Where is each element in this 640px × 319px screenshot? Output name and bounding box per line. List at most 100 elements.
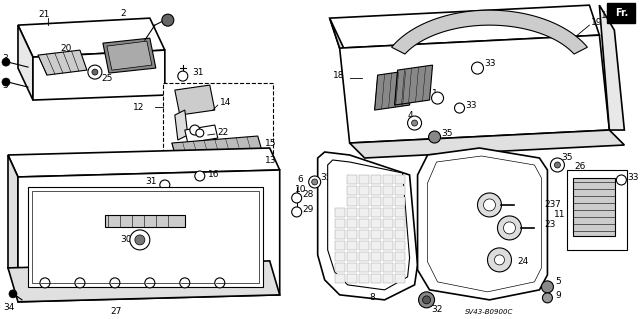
Circle shape — [145, 278, 155, 288]
Polygon shape — [8, 155, 18, 290]
Bar — [383, 274, 392, 283]
Polygon shape — [330, 18, 355, 80]
Bar — [383, 197, 392, 206]
Text: 2: 2 — [120, 9, 125, 18]
Polygon shape — [107, 41, 152, 70]
Bar — [371, 208, 381, 217]
Circle shape — [2, 78, 10, 86]
Text: 13: 13 — [265, 157, 276, 166]
Polygon shape — [428, 156, 541, 292]
Bar — [395, 208, 404, 217]
Circle shape — [196, 129, 204, 137]
Bar — [395, 274, 404, 283]
Bar — [347, 175, 356, 184]
Polygon shape — [417, 148, 547, 300]
Text: 14: 14 — [220, 98, 231, 107]
Text: 30: 30 — [120, 235, 131, 244]
Circle shape — [92, 69, 98, 75]
Text: 33: 33 — [465, 100, 477, 109]
Text: 19: 19 — [591, 18, 603, 27]
Text: 17: 17 — [602, 11, 613, 20]
Bar — [358, 230, 369, 239]
Circle shape — [308, 176, 321, 188]
Circle shape — [554, 162, 561, 168]
Bar — [395, 186, 404, 195]
Circle shape — [472, 62, 483, 74]
Bar — [347, 186, 356, 195]
Bar — [358, 208, 369, 217]
Circle shape — [190, 125, 200, 135]
Bar — [358, 186, 369, 195]
Polygon shape — [340, 35, 609, 143]
Text: 35: 35 — [561, 152, 573, 161]
Text: 31: 31 — [192, 68, 204, 77]
Circle shape — [429, 131, 440, 143]
Text: 8: 8 — [370, 293, 376, 302]
Bar — [358, 263, 369, 272]
Bar — [383, 219, 392, 228]
Circle shape — [431, 92, 444, 104]
Bar — [335, 208, 345, 217]
Bar — [395, 241, 404, 250]
Text: 1: 1 — [431, 89, 437, 98]
Circle shape — [483, 199, 495, 211]
Text: 16: 16 — [208, 170, 220, 180]
Bar — [347, 274, 356, 283]
Polygon shape — [8, 261, 280, 302]
Circle shape — [110, 278, 120, 288]
Circle shape — [550, 158, 564, 172]
Text: 11: 11 — [554, 211, 566, 219]
Bar — [383, 186, 392, 195]
Bar — [383, 241, 392, 250]
Polygon shape — [328, 160, 410, 290]
Bar — [358, 175, 369, 184]
Text: 12: 12 — [133, 102, 144, 112]
Bar — [347, 197, 356, 206]
Bar — [335, 230, 345, 239]
Bar — [371, 186, 381, 195]
Bar — [105, 215, 185, 227]
Polygon shape — [349, 130, 625, 158]
Polygon shape — [38, 50, 87, 75]
Circle shape — [180, 278, 190, 288]
Bar — [383, 230, 392, 239]
Bar — [347, 230, 356, 239]
Circle shape — [88, 65, 102, 79]
Bar — [335, 219, 345, 228]
Circle shape — [477, 193, 502, 217]
Polygon shape — [8, 148, 280, 177]
Bar — [335, 263, 345, 272]
Text: 3: 3 — [2, 54, 8, 63]
Bar — [573, 178, 616, 236]
Text: Fr.: Fr. — [615, 8, 628, 18]
Bar — [358, 274, 369, 283]
Bar — [371, 274, 381, 283]
Polygon shape — [172, 136, 262, 157]
Polygon shape — [18, 25, 33, 100]
Bar — [395, 230, 404, 239]
Circle shape — [75, 278, 85, 288]
Polygon shape — [172, 151, 262, 172]
Text: 7: 7 — [554, 200, 560, 210]
Circle shape — [495, 255, 504, 265]
Text: 23: 23 — [545, 220, 556, 229]
Bar — [32, 191, 259, 283]
Text: 24: 24 — [518, 257, 529, 266]
Polygon shape — [374, 70, 413, 110]
Polygon shape — [185, 125, 218, 143]
Bar — [395, 252, 404, 261]
Bar — [358, 252, 369, 261]
Circle shape — [419, 292, 435, 308]
Text: 9: 9 — [556, 291, 561, 300]
Text: 6: 6 — [298, 175, 303, 184]
Bar — [28, 187, 263, 287]
Text: 21: 21 — [38, 10, 49, 19]
Circle shape — [454, 103, 465, 113]
Text: 33: 33 — [484, 59, 496, 68]
Text: 15: 15 — [265, 138, 276, 147]
Text: 28: 28 — [303, 190, 314, 199]
Bar — [371, 175, 381, 184]
Circle shape — [130, 230, 150, 250]
Circle shape — [2, 58, 10, 66]
Text: 35: 35 — [442, 129, 453, 137]
